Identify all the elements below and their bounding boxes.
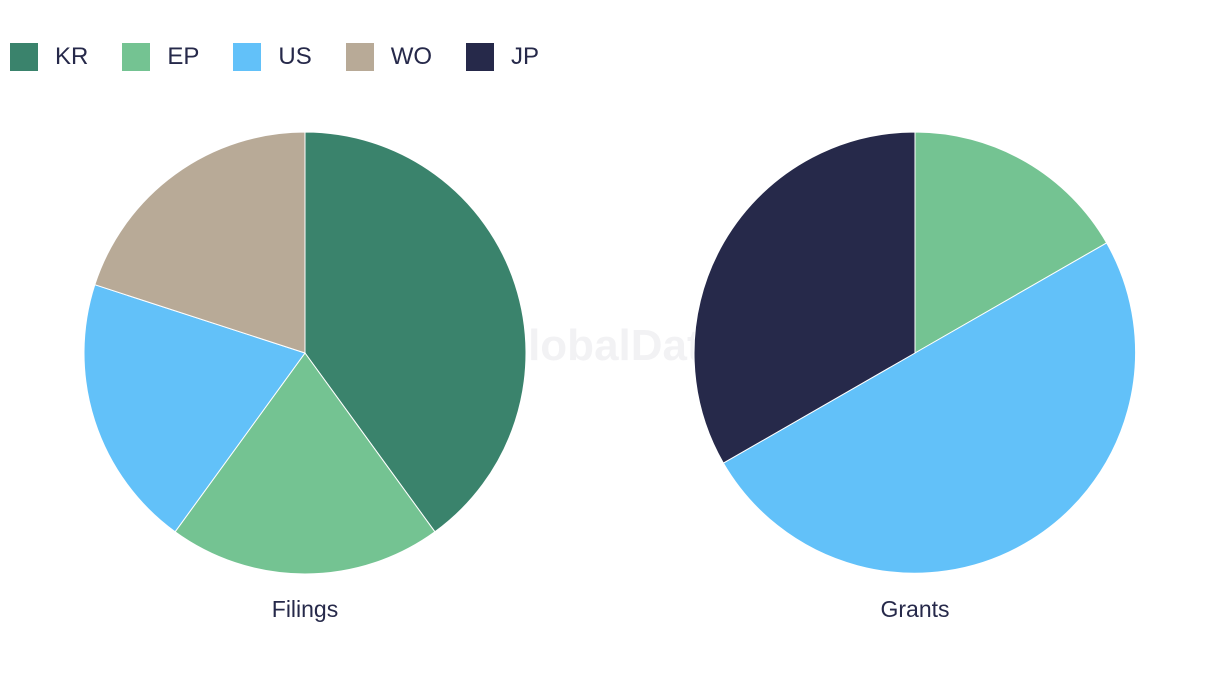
pie-slice-filings-kr[interactable]: [304, 131, 527, 533]
watermark: GlobalData: [494, 321, 727, 370]
pie-slice-grants-ep[interactable]: [914, 131, 1108, 354]
legend-label-kr: KR: [55, 43, 89, 70]
pie-slice-filings-wo[interactable]: [94, 131, 306, 354]
legend-swatch-jp: [466, 43, 495, 71]
legend-swatch-wo: [345, 43, 374, 71]
legend-label-jp: JP: [511, 43, 540, 70]
pie-title-grants: Grants: [880, 596, 949, 622]
pie-slice-filings-us[interactable]: [83, 284, 306, 533]
pie-filings: [83, 131, 527, 575]
pie-grants: [693, 131, 1137, 574]
legend-item-us[interactable]: US: [233, 43, 312, 71]
legend-label-wo: WO: [390, 43, 433, 70]
legend-item-ep[interactable]: EP: [122, 43, 199, 71]
legend-label-ep: EP: [167, 43, 200, 70]
legend-swatch-us: [233, 43, 262, 71]
pie-slice-filings-ep[interactable]: [174, 352, 436, 575]
legend: KR EP US WO JP: [10, 42, 573, 72]
pie-slice-grants-jp[interactable]: [693, 131, 916, 464]
legend-item-wo[interactable]: WO: [345, 43, 433, 71]
legend-item-jp[interactable]: JP: [466, 43, 539, 71]
legend-item-kr[interactable]: KR: [10, 43, 88, 71]
legend-swatch-kr: [10, 43, 38, 71]
legend-label-us: US: [278, 43, 312, 70]
legend-swatch-ep: [122, 43, 151, 71]
pie-slice-grants-us[interactable]: [722, 242, 1137, 574]
pie-title-filings: Filings: [272, 596, 338, 622]
